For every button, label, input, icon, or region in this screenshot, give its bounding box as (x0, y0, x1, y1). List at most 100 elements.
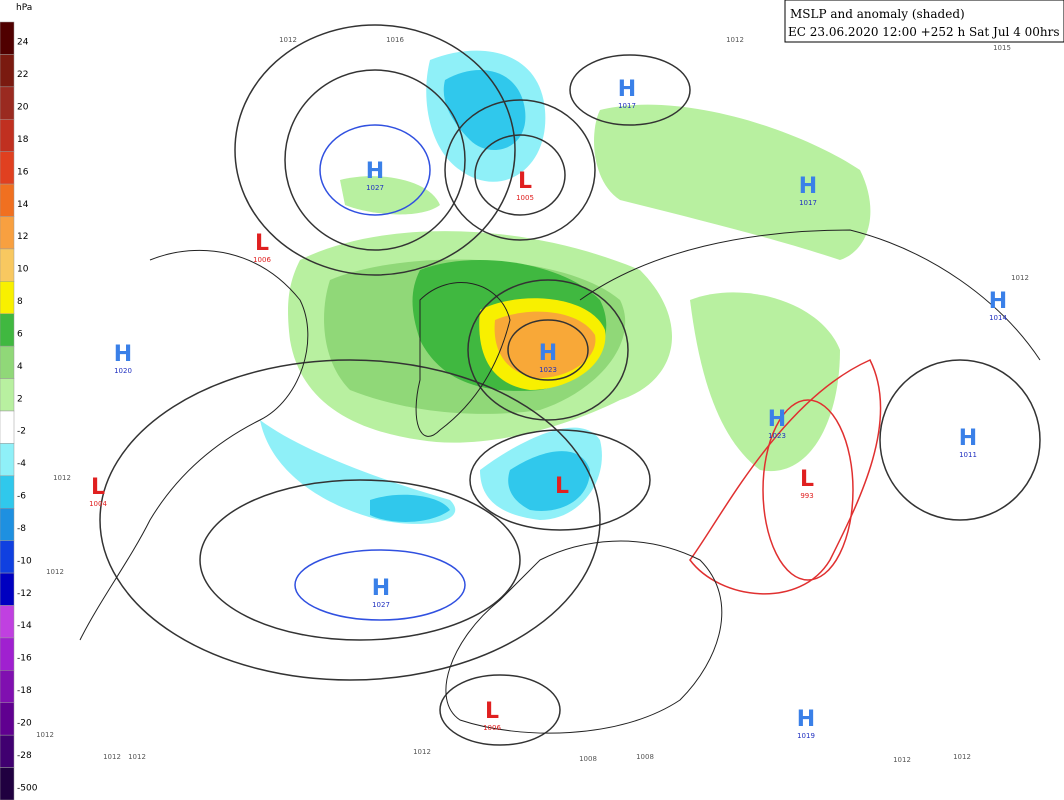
colorbar-cell (0, 767, 15, 800)
colorbar-label: 6 (17, 329, 23, 339)
center-letter: H (959, 426, 977, 451)
isobars (99, 24, 1041, 746)
subtitle: EC 23.06.2020 12:00 +252 h Sat Jul 4 00h… (788, 25, 1060, 39)
colorbar-label: 22 (17, 70, 28, 80)
colorbar-cell (0, 183, 15, 217)
colorbar-label: -500 (17, 783, 38, 793)
colorbar-label: 4 (17, 362, 23, 372)
isobar-label: 1012 (726, 36, 744, 44)
center-letter: H (114, 342, 132, 367)
colorbar-label: 10 (17, 265, 29, 275)
colorbar-cell (0, 119, 15, 152)
colorbar-cell (0, 54, 15, 88)
isobar-label: 1012 (53, 474, 71, 482)
colorbar-cell (0, 21, 15, 55)
title: MSLP and anomaly (shaded) (790, 7, 965, 21)
colorbar-cell (0, 378, 15, 412)
colorbar-label: 14 (17, 200, 29, 210)
isobar-label: 1008 (579, 755, 597, 763)
colorbar-cell (0, 216, 15, 250)
center-value: 1027 (372, 601, 390, 609)
colorbar-label: 12 (17, 232, 28, 242)
colorbar: hPa 24 22 20 18 16 14 12 10 8 6 4 2 -2 -4 -6 -8 -10 -12 -14… (0, 3, 38, 800)
center-value: 993 (800, 492, 813, 500)
center-value: 1006 (253, 256, 271, 264)
center-value: 1017 (799, 199, 817, 207)
isobar-label: 1012 (103, 753, 121, 761)
center-letter: L (555, 474, 569, 499)
center-letter: H (799, 174, 817, 199)
center-letter: L (255, 231, 269, 256)
center-letter: H (366, 159, 384, 184)
colorbar-cell (0, 572, 15, 606)
isobar-label: 1012 (893, 756, 911, 764)
coastlines (79, 229, 1041, 734)
colorbar-cell (0, 248, 15, 282)
isobar-label: 1015 (993, 44, 1011, 52)
center-value: 1011 (959, 451, 977, 459)
colorbar-cell (0, 605, 15, 639)
colorbar-cell (0, 86, 15, 120)
center-letter: H (372, 576, 390, 601)
isobar-labels: 1012 1016 1012 1015 1012 1012 1012 1012 1012 1012… (36, 36, 1029, 764)
colorbar-label: -16 (17, 654, 32, 664)
center-value: 1017 (618, 102, 636, 110)
center-value: 1027 (366, 184, 384, 192)
center-value: 1014 (989, 314, 1007, 322)
isobar-label: 1012 (36, 731, 54, 739)
center-value: 1023 (768, 432, 786, 440)
center-value: 1004 (89, 500, 107, 508)
colorbar-cell (0, 443, 15, 477)
colorbar-label: -20 (17, 718, 32, 728)
colorbar-label: -4 (17, 459, 26, 469)
colorbar-label: -6 (17, 492, 26, 502)
colorbar-cell (0, 151, 15, 185)
center-letter: H (768, 407, 786, 432)
colorbar-cell (0, 637, 15, 671)
colorbar-label: 20 (17, 103, 29, 113)
colorbar-cell (0, 410, 15, 444)
colorbar-label: -12 (17, 589, 32, 599)
colorbar-label: 24 (17, 38, 29, 48)
center-value: 1005 (516, 194, 534, 202)
isobar-label: 1012 (279, 36, 297, 44)
colorbar-cell (0, 540, 15, 574)
isobar-label: 1012 (128, 753, 146, 761)
colorbar-label: 16 (17, 167, 29, 177)
center-letter: L (485, 699, 499, 724)
title-box (784, 0, 1064, 43)
center-value: 1006 (483, 724, 501, 732)
colorbar-label: -2 (17, 427, 26, 437)
center-letter: L (91, 475, 105, 500)
colorbar-cell (0, 281, 15, 315)
isobar-label: 1012 (46, 568, 64, 576)
isobar-label: 1016 (386, 36, 404, 44)
colorbar-unit: hPa (16, 3, 32, 13)
colorbar-cell (0, 345, 15, 379)
center-letter: L (518, 169, 532, 194)
colorbar-cell (0, 508, 15, 541)
center-value: 1023 (539, 366, 557, 374)
isobar-label: 1008 (636, 753, 654, 761)
colorbar-label: -8 (17, 524, 26, 534)
center-value: 1019 (797, 732, 815, 740)
colorbar-label: -28 (17, 751, 32, 761)
center-value: 1020 (114, 367, 132, 375)
colorbar-label: 2 (17, 394, 23, 404)
colorbar-cell (0, 734, 15, 768)
isobar-label: 1012 (413, 748, 431, 756)
center-letter: H (989, 289, 1007, 314)
colorbar-cell (0, 313, 15, 347)
center-letter: L (800, 467, 814, 492)
colorbar-label: -14 (17, 621, 32, 631)
colorbar-cell (0, 702, 15, 736)
shading (260, 50, 871, 524)
colorbar-label: 8 (17, 297, 23, 307)
isobar-label: 1012 (1011, 274, 1029, 282)
isobar-label: 1012 (953, 753, 971, 761)
colorbar-cell (0, 475, 15, 509)
center-letter: H (618, 77, 636, 102)
center-letter: H (539, 341, 557, 366)
